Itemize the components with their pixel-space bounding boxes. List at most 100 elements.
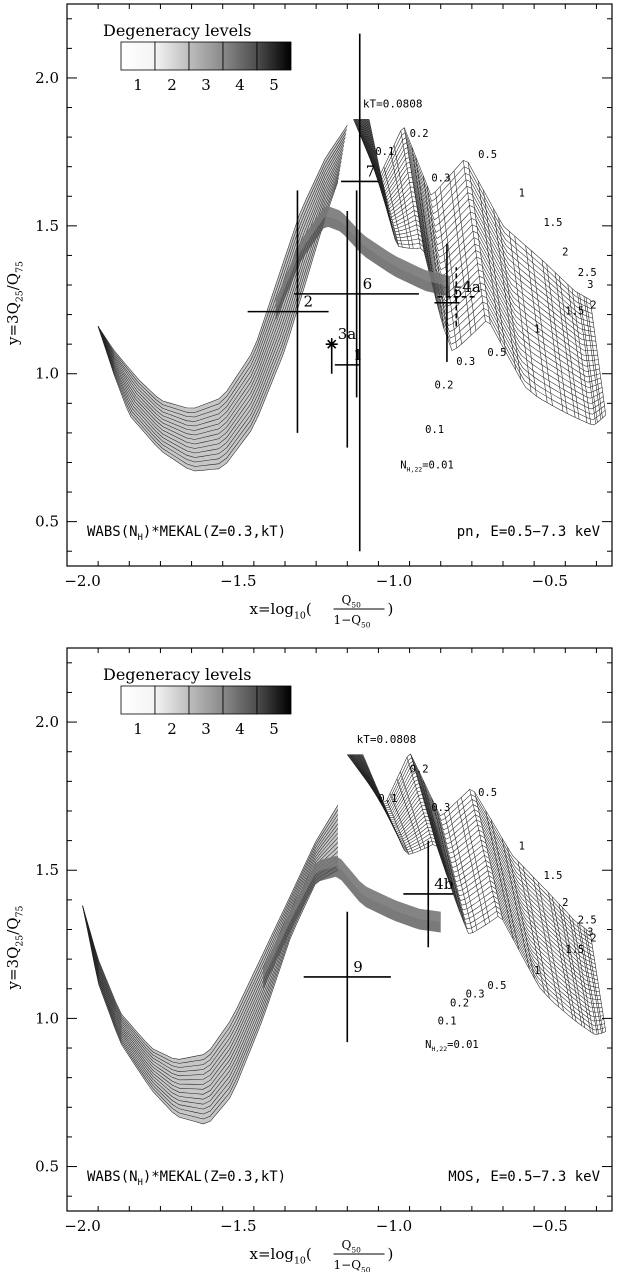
model-grid-line-low-kt: [82, 809, 339, 1064]
source-label: 7: [366, 162, 376, 180]
model-grid-line-low-kt: [82, 832, 339, 1085]
kt-label: kT=0.0808: [357, 733, 417, 746]
kt-label: 2.5: [578, 267, 597, 279]
legend-swatch: [120, 41, 156, 71]
model-grid-line-kt: [355, 119, 593, 314]
model-grid-line-nh: [463, 160, 486, 322]
plot-area: [97, 119, 607, 472]
model-grid-line-nh: [508, 231, 532, 392]
legend-swatch: [222, 41, 258, 71]
plot-frame: [66, 3, 613, 567]
model-grid-line-low-kt: [82, 869, 339, 1125]
nh-label: NH,22=0.01: [425, 1039, 479, 1053]
nh-label: NH,22=0.01: [400, 459, 454, 473]
legend: Degeneracy levels 1 2 3 4 5: [103, 665, 292, 738]
model-grid-line-nh: [362, 775, 382, 797]
model-grid-line-kt: [358, 119, 596, 342]
model-grid-line-nh: [439, 186, 462, 345]
nh-label: 1.5: [565, 306, 584, 318]
model-grid-line-kt: [360, 754, 604, 1022]
source-label: 2: [303, 293, 313, 311]
model-grid-line-nh: [373, 167, 392, 224]
x-tick-label: −0.5: [531, 1217, 567, 1235]
model-grid-line-nh: [383, 166, 403, 248]
model-grid-line-kt: [350, 754, 594, 953]
model-grid-line-kt: [352, 754, 596, 969]
model-grid-line-nh: [456, 801, 486, 925]
source-label: 3a: [338, 325, 357, 343]
model-grid-line-nh: [567, 284, 588, 423]
legend-swatch: [188, 41, 224, 71]
model-grid-line-kt: [360, 119, 598, 351]
y-tick-label: 0.5: [35, 513, 59, 531]
model-grid-line-nh: [589, 299, 607, 415]
x-tick-label: −2.0: [64, 1217, 100, 1235]
model-grid-line-nh: [577, 922, 598, 1035]
model-grid-line-kt: [365, 119, 603, 394]
model-grid-line-nh: [431, 798, 461, 913]
model-grid-line-nh: [469, 789, 499, 917]
source-label: 5: [453, 284, 463, 302]
model-grid-line-kt: [361, 119, 599, 362]
x-axis-label-prefix: x=log10(: [250, 1245, 312, 1267]
nh-label: 0.3: [456, 356, 475, 368]
model-grid-line-nh: [360, 135, 377, 155]
legend-level-label: 5: [269, 76, 279, 94]
model-grid-line-kt: [357, 754, 601, 997]
kt-label: 1: [519, 187, 525, 199]
kt-label: 0.5: [478, 787, 497, 799]
model-grid-line-nh: [435, 806, 465, 923]
model-grid-line-kt: [355, 754, 599, 989]
nh-label: 0.5: [487, 980, 506, 992]
model-grid-line-low-kt: [82, 804, 339, 1060]
top-panel: kT=0.08080.10.20.30.511.522.53NH,22=0.01…: [4, 3, 613, 630]
legend-title: Degeneracy levels: [103, 665, 251, 684]
model-grid-line-nh: [579, 293, 598, 423]
x-axis-label-denominator: 1−Q50: [334, 1258, 371, 1272]
model-grid-line-low-kt: [97, 177, 339, 467]
model-grid-line-kt: [347, 753, 591, 933]
model-grid-line-low-kt: [97, 173, 340, 463]
y-tick-label: 1.0: [35, 365, 59, 383]
model-grid-line-nh: [380, 173, 399, 247]
model-grid-line-nh: [400, 771, 426, 849]
nh-label: 0.1: [425, 424, 444, 436]
model-grid-line-nh: [522, 866, 550, 999]
model-grid-line-kt: [349, 754, 593, 949]
y-axis-label: y=3Q25/Q75: [4, 261, 26, 346]
kt-label: 2.5: [578, 915, 597, 927]
legend-swatch: [188, 685, 224, 715]
model-grid-line-low-kt: [82, 823, 339, 1077]
model-grid-line-kt: [353, 754, 598, 977]
nh-label: 1: [534, 965, 540, 977]
legend-swatch: [222, 685, 258, 715]
legend-level-label: 2: [167, 720, 177, 738]
x-tick-label: −0.5: [531, 572, 567, 590]
model-grid-line-low-kt: [97, 181, 339, 472]
model-grid-line-nh: [589, 932, 607, 1032]
kt-label: 2: [562, 246, 568, 258]
legend-level-label: 2: [167, 76, 177, 94]
y-tick-label: 1.0: [35, 1009, 59, 1027]
x-axis-label-close: ): [388, 1245, 394, 1263]
model-grid-line-low-kt: [97, 133, 347, 418]
model-grid-line-kt: [358, 119, 596, 337]
model-grid-line-nh: [538, 882, 564, 1011]
model-grid-line-nh: [410, 753, 438, 847]
model-grid-line-kt: [347, 754, 591, 937]
model-grid-line-nh: [386, 800, 410, 855]
y-tick-label: 2.0: [35, 69, 59, 87]
model-grid-line-kt: [356, 119, 594, 324]
model-grid-line-kt: [354, 754, 598, 981]
model-grid-line-nh: [423, 780, 452, 887]
y-tick-label: 1.5: [35, 217, 59, 235]
x-axis-label-denominator: 1−Q50: [334, 613, 371, 630]
model-grid-line-nh: [551, 896, 577, 1022]
source-label: 6: [363, 275, 373, 293]
model-grid-line-kt: [359, 119, 597, 347]
x-tick-label: −1.5: [220, 1217, 256, 1235]
model-grid-line-low-kt: [97, 125, 348, 409]
model-grid-line-kt: [356, 754, 600, 993]
model-grid-line-nh: [474, 791, 503, 920]
